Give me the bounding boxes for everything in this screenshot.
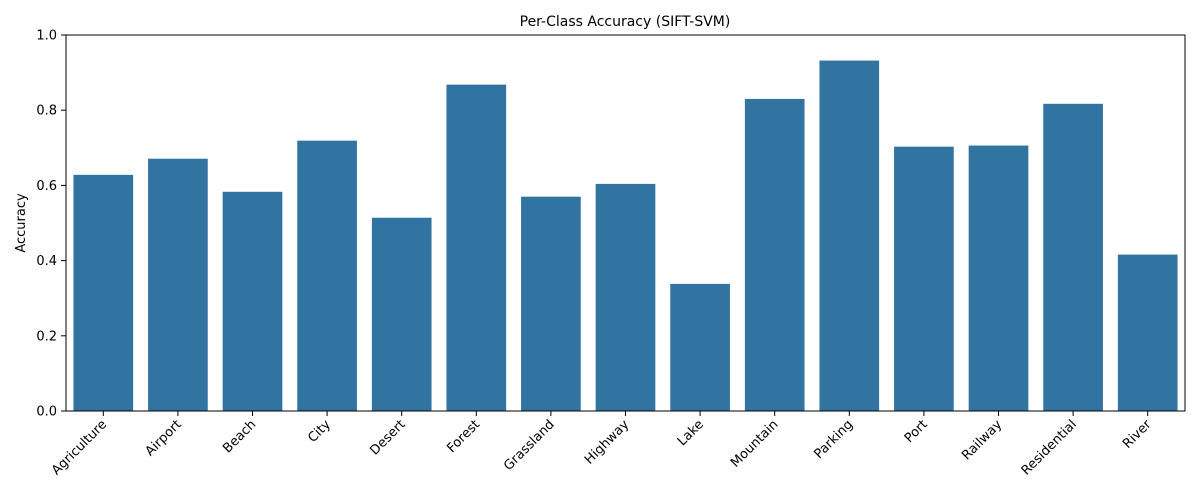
bar-city xyxy=(297,140,357,411)
x-tick-label-lake: Lake xyxy=(675,417,707,449)
bar-parking xyxy=(819,60,880,412)
x-tick-label-residential: Residential xyxy=(1019,417,1080,478)
x-tick-label-forest: Forest xyxy=(444,417,483,456)
x-tick-label-parking: Parking xyxy=(811,417,856,462)
bar-airport xyxy=(148,158,208,411)
x-tick-label-city: City xyxy=(305,417,334,446)
bar-beach xyxy=(222,191,283,411)
x-tick-label-river: River xyxy=(1120,417,1155,452)
bar-agriculture xyxy=(73,174,134,411)
x-tick-label-airport: Airport xyxy=(143,417,185,459)
x-tick-label-highway: Highway xyxy=(582,417,633,468)
x-tick-label-desert: Desert xyxy=(367,417,408,458)
y-axis-label: Accuracy xyxy=(14,193,29,253)
x-tick-label-agriculture: Agriculture xyxy=(49,417,110,478)
plot-frame xyxy=(65,34,1186,412)
bar-grassland xyxy=(521,196,581,411)
y-tick-label: 0.6 xyxy=(36,179,57,194)
bar-port xyxy=(894,146,954,411)
y-tick-label: 0.2 xyxy=(36,329,57,344)
bar-highway xyxy=(595,183,656,411)
x-tick-label-grassland: Grassland xyxy=(501,417,558,474)
y-tick-label: 0.0 xyxy=(36,405,57,420)
x-axis-ticks: Agriculture Airport Beach City Desert Forest G… xyxy=(49,411,1155,478)
y-tick-label: 1.0 xyxy=(36,29,57,44)
bar-lake xyxy=(670,283,730,411)
bar-mountain xyxy=(744,98,805,412)
x-tick-label-mountain: Mountain xyxy=(728,417,781,470)
y-tick-label: 0.4 xyxy=(36,254,57,269)
y-axis-ticks: 0.0 0.2 0.4 0.6 0.8 1.0 xyxy=(36,29,66,420)
y-tick-label: 0.8 xyxy=(36,104,57,119)
chart-title: Per-Class Accuracy (SIFT-SVM) xyxy=(520,14,731,30)
bar-railway xyxy=(968,145,1029,411)
bar-forest xyxy=(446,84,507,411)
x-tick-label-railway: Railway xyxy=(959,417,1005,463)
bar-river xyxy=(1117,254,1178,411)
bar-desert xyxy=(371,217,432,411)
x-tick-label-port: Port xyxy=(902,417,931,446)
bars-layer xyxy=(73,60,1178,412)
bar-residential xyxy=(1043,103,1103,412)
x-tick-label-beach: Beach xyxy=(220,417,259,456)
